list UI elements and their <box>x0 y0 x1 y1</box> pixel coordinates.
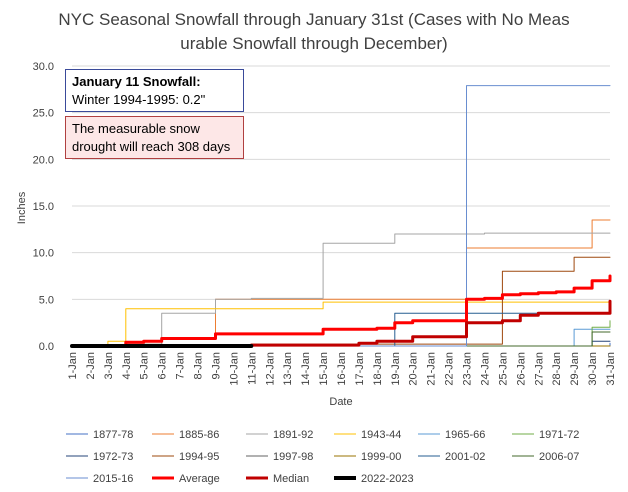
legend-item: 1877-78 <box>66 429 133 441</box>
legend-label: 1994-95 <box>179 451 219 463</box>
x-tick-label: 1-Jan <box>67 352 79 380</box>
series-line-average <box>70 274 612 348</box>
chart-title-line1: NYC Seasonal Snowfall through January 31… <box>58 10 569 29</box>
series-line-1885-86 <box>71 219 611 347</box>
legend-label: 2015-16 <box>93 473 133 485</box>
x-tick-label: 2-Jan <box>85 352 97 380</box>
y-tick-labels: 0.0 5.0 10.0 15.0 20.0 25.0 30.0 <box>33 61 54 353</box>
legend-item: Average <box>152 473 220 485</box>
x-tick-label: 14-Jan <box>300 352 312 386</box>
x-tick-label: 25-Jan <box>497 352 509 386</box>
y-tick-label: 25.0 <box>33 108 54 120</box>
y-axis-label: Inches <box>16 191 28 224</box>
x-tick-label: 8-Jan <box>193 352 205 380</box>
x-tick-label: 11-Jan <box>246 352 258 385</box>
y-tick-label: 15.0 <box>33 201 54 213</box>
y-tick-label: 20.0 <box>33 154 54 166</box>
x-tick-label: 29-Jan <box>569 352 581 386</box>
x-tick-label: 22-Jan <box>444 352 456 386</box>
legend-item: 1965-66 <box>418 429 485 441</box>
series-line-1965-66 <box>71 328 611 347</box>
x-tick-label: 3-Jan <box>103 352 115 380</box>
chart-title-line2: urable Snowfall through December) <box>180 34 447 53</box>
series-line-1943-44 <box>71 301 611 347</box>
legend-label: 1891-92 <box>273 429 313 441</box>
legend-label: 1965-66 <box>445 429 485 441</box>
legend-item: 1994-95 <box>152 451 219 463</box>
legend-item: 2001-02 <box>418 451 485 463</box>
legend-label: 2022-2023 <box>361 473 414 485</box>
legend-item: 2022-2023 <box>334 473 414 485</box>
series-line-median <box>70 299 612 348</box>
y-tick-label: 0.0 <box>39 341 54 353</box>
x-tick-label: 21-Jan <box>426 352 438 386</box>
legend-label: 1972-73 <box>93 451 133 463</box>
x-tick-label: 9-Jan <box>210 352 222 380</box>
x-tick-label: 20-Jan <box>408 352 420 386</box>
x-tick-label: 13-Jan <box>282 352 294 386</box>
legend-item: 1999-00 <box>334 451 401 463</box>
x-tick-label: 23-Jan <box>462 352 474 386</box>
annotation-text: Winter 1994-1995: 0.2" <box>72 92 206 107</box>
y-tick-label: 5.0 <box>39 294 54 306</box>
x-tick-label: 6-Jan <box>157 352 169 380</box>
legend-label: 2001-02 <box>445 451 485 463</box>
legend-item: 1885-86 <box>152 429 219 441</box>
legend: 1877-78 1885-86 1891-92 1943-44 1965-66 1971-… <box>66 429 579 485</box>
legend-item: 1971-72 <box>512 429 579 441</box>
x-tick-label: 7-Jan <box>175 352 187 380</box>
legend-label: 1943-44 <box>361 429 401 441</box>
legend-label: 1885-86 <box>179 429 219 441</box>
x-tick-label: 16-Jan <box>336 352 348 386</box>
legend-item: 1997-98 <box>246 451 313 463</box>
legend-item: 2006-07 <box>512 451 579 463</box>
legend-item: 1891-92 <box>246 429 313 441</box>
legend-item: Median <box>246 473 309 485</box>
x-axis-label: Date <box>329 396 352 408</box>
x-tick-label: 5-Jan <box>139 352 151 380</box>
x-tick-label: 26-Jan <box>515 352 527 386</box>
x-tick-label: 27-Jan <box>533 352 545 386</box>
x-tick-labels: 1-Jan 2-Jan 3-Jan 4-Jan 5-Jan 6-Jan 7-Jan 8-Jan… <box>67 352 617 386</box>
legend-label: 1971-72 <box>539 429 579 441</box>
x-tick-label: 28-Jan <box>551 352 563 386</box>
annotation-title: January 11 Snowfall: <box>72 74 201 89</box>
legend-item: 1943-44 <box>334 429 401 441</box>
x-tick-label: 30-Jan <box>587 352 599 386</box>
x-tick-label: 4-Jan <box>121 352 133 380</box>
legend-label: 1999-00 <box>361 451 401 463</box>
january-11-annotation: January 11 Snowfall: Winter 1994-1995: 0… <box>65 69 244 112</box>
x-tick-label: 17-Jan <box>354 352 366 386</box>
drought-text: The measurable snow drought will reach 3… <box>72 121 231 154</box>
y-tick-label: 10.0 <box>33 248 54 260</box>
drought-annotation: The measurable snow drought will reach 3… <box>65 116 244 159</box>
legend-label: 1877-78 <box>93 429 133 441</box>
legend-label: 1997-98 <box>273 451 313 463</box>
x-tick-label: 10-Jan <box>228 352 240 386</box>
series-lines <box>70 85 612 348</box>
legend-label: Average <box>179 473 220 485</box>
x-tick-label: 24-Jan <box>479 352 491 386</box>
x-tick-label: 31-Jan <box>605 352 617 386</box>
x-tick-label: 12-Jan <box>264 352 276 386</box>
legend-item: 1972-73 <box>66 451 133 463</box>
x-tick-label: 15-Jan <box>318 352 330 386</box>
y-tick-label: 30.0 <box>33 61 54 73</box>
legend-label: 2006-07 <box>539 451 579 463</box>
legend-item: 2015-16 <box>66 473 133 485</box>
x-tick-label: 19-Jan <box>390 352 402 386</box>
x-tick-label: 18-Jan <box>372 352 384 386</box>
legend-label: Median <box>273 473 309 485</box>
